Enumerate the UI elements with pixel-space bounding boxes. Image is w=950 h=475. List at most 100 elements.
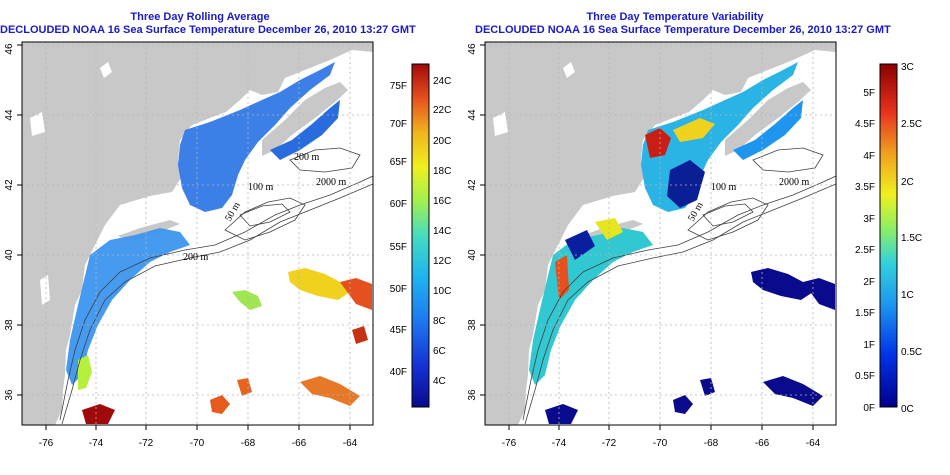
colorbar-label-f: 1.5F [855,308,875,319]
colorbar-label-f: 5F [863,88,875,99]
colorbar-label-f: 65F [390,157,407,168]
colorbar-label-f: 45F [390,325,407,336]
colorbar-label-c: 1.5C [901,233,922,244]
colorbar-label-c: 22C [433,105,451,116]
x-tick-label: -72 [602,438,617,449]
colorbar-label-c: 16C [433,196,451,207]
colorbar-label-c: 2.5C [901,119,922,130]
x-tick-label: -66 [755,438,770,449]
y-tick-label: 36 [467,389,478,401]
var-low-patch [763,376,823,406]
variability-colorbar: 3C 2.5C 2C 1.5C 1C 0.5C 0C 5F 4.5F 4F 3.… [855,62,922,415]
var-low-patch [545,404,578,424]
y-tick-label: 42 [467,179,478,191]
colorbar-label-c: 14C [433,226,451,237]
sst-colorbar: 24C 22C 20C 18C 16C 14C 12C 10C 8C 6C 4C… [390,63,451,408]
y-tick-label: 46 [4,43,15,55]
contour-label: 200 m [294,152,320,163]
y-tick-label: 44 [4,109,15,121]
sst-warm-patch [82,404,115,424]
lat-lon-grid [485,42,836,425]
var-mid-patch [673,118,715,142]
x-tick-label: -74 [89,438,104,449]
sst-variability-panel: Three Day Temperature Variability DECLOU… [467,0,950,475]
contour-label: 200 m [183,252,209,263]
contour-label: 100 m [711,182,737,193]
colorbar-label-f: 2.5F [855,245,875,256]
contour-label: 2000 m [779,177,810,188]
lake [563,62,575,78]
sst-gulf-stream-patch [288,268,350,300]
y-tick-label: 38 [4,319,15,331]
colorbar-label-c: 1C [901,290,914,301]
x-tick-label: -70 [653,438,668,449]
sst-mid-atlantic-shelf [66,228,190,385]
nova-scotia [262,82,348,156]
x-axis: -76 -74 -72 -70 -68 -66 -64 [39,425,358,449]
bathymetry-contours [522,147,836,425]
nova-scotia [725,82,811,156]
x-tick-label: -70 [190,438,205,449]
colorbar-label-f: 60F [390,199,407,210]
colorbar-label-f: 40F [390,367,407,378]
colorbar-label-c: 4C [433,376,446,387]
y-tick-label: 40 [4,249,15,261]
x-tick-label: -72 [139,438,154,449]
y-tick-label: 42 [4,179,15,191]
x-tick-label: -68 [704,438,719,449]
var-low-patch [751,268,813,300]
y-axis: 36 38 40 42 44 46 [4,43,22,401]
lake [30,112,45,136]
y-axis: 36 38 40 42 44 46 [467,43,485,401]
colorbar-label-f: 70F [390,119,407,130]
colorbar-label-f: 0F [863,403,875,414]
x-axis: -76 -74 -72 -70 -68 -66 -64 [502,425,821,449]
y-tick-label: 40 [467,249,478,261]
y-tick-label: 44 [467,109,478,121]
colorbar-label-f: 55F [390,242,407,253]
sst-warm-patch [210,395,230,414]
y-tick-label: 38 [467,319,478,331]
sst-average-map: 200 m 100 m 2000 m 200 m 50 m -76 -74 -7… [4,41,451,449]
x-tick-label: -76 [39,438,54,449]
colorbar-label-c: 24C [433,76,451,87]
y-tick-label: 46 [467,43,478,55]
var-shelf-edge [565,230,595,260]
colorbar-label-f: 4.5F [855,119,875,130]
var-high-patch [645,128,671,158]
sst-warm-patch [340,278,372,310]
colorbar-label-f: 4F [863,151,875,162]
y-tick-label: 36 [4,389,15,401]
panel-title: Three Day Temperature Variability [586,11,764,23]
colorbar-gradient [411,63,430,408]
colorbar-label-f: 75F [390,81,407,92]
sst-variability-map: 100 m 2000 m 50 m -76 -74 -72 -70 -68 -6… [467,41,922,449]
colorbar-label-c: 6C [433,346,446,357]
colorbar-label-f: 2F [863,277,875,288]
panel-title: Three Day Rolling Average [130,11,270,23]
colorbar-label-f: 50F [390,284,407,295]
x-tick-label: -68 [241,438,256,449]
colorbar-label-c: 12C [433,256,451,267]
x-tick-label: -76 [502,438,517,449]
x-tick-label: -74 [552,438,567,449]
colorbar-label-c: 8C [433,316,446,327]
colorbar-label-c: 20C [433,136,451,147]
sst-gulf-of-maine [178,62,335,212]
bathymetry-contours [59,147,373,425]
panel-subtitle: DECLOUDED NOAA 16 Sea Surface Temperatur… [475,24,891,36]
colorbar-label-c: 3C [901,62,914,73]
lat-lon-grid [22,42,373,425]
colorbar-label-c: 0C [901,404,914,415]
x-tick-label: -64 [806,438,821,449]
var-low-patch [673,395,693,414]
colorbar-label-c: 10C [433,286,451,297]
sst-warm-patch [232,290,262,310]
colorbar-label-f: 1F [863,340,875,351]
colorbar-label-f: 0.5F [855,371,875,382]
coastline-land [485,42,836,425]
colorbar-label-c: 2C [901,177,914,188]
colorbar-label-c: 18C [433,166,451,177]
sst-nearshore-warm [78,355,92,390]
panel-subtitle: DECLOUDED NOAA 16 Sea Surface Temperatur… [0,24,416,36]
